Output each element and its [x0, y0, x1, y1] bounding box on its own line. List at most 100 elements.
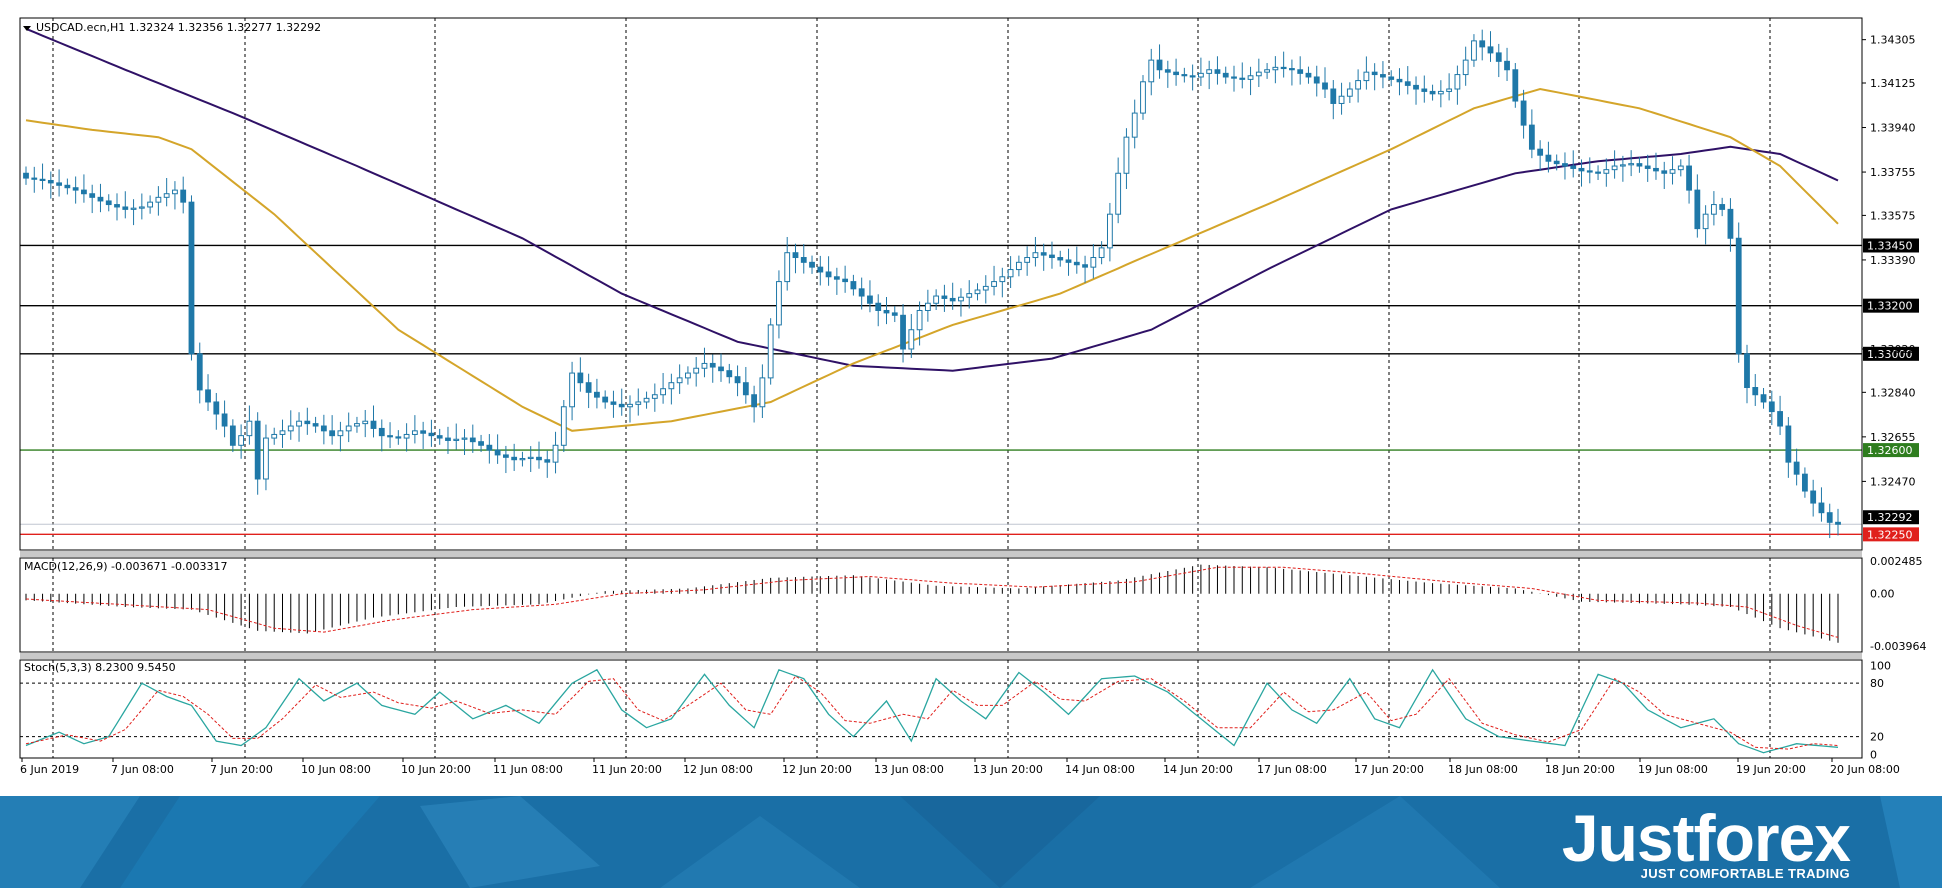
candle-body-up: [767, 324, 774, 379]
candle-body-down: [1313, 76, 1320, 84]
candle-body-up: [1115, 172, 1122, 215]
candle-body-down: [1562, 163, 1568, 167]
x-tick-label: 12 Jun 20:00: [782, 763, 852, 776]
candle-body-up: [660, 388, 666, 396]
candle-body-down: [1173, 71, 1179, 76]
candle-body-down: [1396, 78, 1403, 83]
candle-body-up: [552, 444, 559, 463]
candle-body-up: [155, 196, 162, 203]
moving-averages: [25, 27, 1839, 432]
candle-body-down: [1322, 82, 1328, 90]
candle-body-down: [378, 427, 385, 437]
candle-body-up: [403, 433, 410, 439]
candle-body-down: [1479, 40, 1486, 48]
candle-body-down: [486, 444, 493, 451]
candle-body-down: [941, 295, 948, 299]
candle-body-up: [1264, 69, 1270, 73]
y-tick-label: 1.32470: [1870, 475, 1916, 488]
candle-body-down: [1810, 490, 1817, 504]
macd-tick-label: 0.00: [1870, 588, 1895, 601]
candle-body-up: [1446, 88, 1453, 92]
candle-body-down: [900, 314, 906, 350]
candle-body-down: [726, 370, 733, 378]
horizontal-levels: 1.33450 1.33200 1.33000 1.32600 1.32250 1.322…: [20, 238, 1919, 542]
level-tag: [1863, 443, 1919, 458]
candle-body-up: [147, 201, 154, 208]
y-tick-label: 1.33940: [1870, 122, 1916, 135]
candle-body-down: [72, 187, 79, 191]
symbol-header: USDCAD.ecn,H1 1.32324 1.32356 1.32277 1.…: [36, 21, 321, 34]
candle-body-up: [1255, 71, 1262, 77]
moving-average-line: [25, 87, 1839, 432]
candle-body-down: [1231, 76, 1237, 79]
candle-body-down: [196, 353, 203, 391]
candle-body-down: [1305, 72, 1312, 78]
level-label: 1.33200: [1867, 300, 1913, 313]
candle-body-up: [296, 420, 302, 427]
candle-body-down: [1330, 88, 1337, 104]
chart-labels: USDCAD.ecn,H1 1.32324 1.32356 1.32277 1.…: [23, 21, 321, 674]
stoch-tick-label: 100: [1870, 659, 1891, 672]
candle-body-up: [635, 401, 642, 405]
candle-body-down: [1388, 76, 1395, 80]
candle-body-down: [1644, 165, 1651, 169]
candle-body-down: [229, 425, 236, 446]
candle-body-up: [651, 394, 658, 399]
candle-body-up: [130, 207, 137, 210]
candle-body-up: [560, 406, 567, 446]
candle-body-up: [1206, 69, 1213, 74]
candle-body-up: [138, 206, 145, 209]
candle-body-down: [122, 206, 129, 210]
candle-body-down: [891, 312, 898, 316]
candle-body-up: [627, 403, 633, 408]
candle-body-down: [39, 178, 46, 181]
candle-body-down: [544, 459, 551, 463]
candle-body-down: [180, 189, 187, 203]
candle-body-down: [1049, 254, 1055, 259]
candle-body-down: [1156, 59, 1163, 71]
candle-body-down: [1586, 170, 1593, 173]
y-tick-label: 1.34125: [1870, 77, 1916, 90]
candle-body-down: [1528, 124, 1535, 150]
macd-panel: [25, 564, 1839, 643]
candle-body-up: [966, 293, 973, 298]
level-label: 1.32250: [1867, 528, 1913, 541]
x-tick-label: 17 Jun 08:00: [1257, 763, 1327, 776]
y-tick-label: 1.32655: [1870, 431, 1916, 444]
candle-body-up: [1272, 66, 1279, 71]
candle-body-up: [279, 430, 286, 435]
x-tick-label: 7 Jun 20:00: [210, 763, 273, 776]
level-label: 1.33000: [1867, 348, 1913, 361]
candle-body-down: [205, 389, 211, 403]
candle-body-down: [833, 276, 840, 280]
candle-body-down: [1595, 171, 1601, 174]
x-tick-label: 10 Jun 08:00: [301, 763, 371, 776]
candle-body-up: [1123, 136, 1130, 174]
candle-body-up: [1032, 252, 1039, 259]
current-price-tag: [1863, 510, 1919, 525]
x-tick-label: 18 Jun 08:00: [1448, 763, 1518, 776]
main-panel-frame: [19, 17, 1863, 551]
stoch-k-line: [25, 668, 1839, 754]
candle-body-down: [1735, 237, 1742, 355]
axes: 1.34305 1.34125 1.33940 1.33755 1.33575 1.333…: [19, 17, 1926, 776]
candle-body-down: [1495, 52, 1502, 62]
candle-body-down: [1214, 69, 1221, 74]
candle-body-up: [1669, 169, 1676, 174]
candle-body-up: [685, 372, 691, 379]
candle-body-up: [759, 377, 766, 408]
candle-body-down: [395, 436, 402, 439]
candle-body-down: [1189, 75, 1196, 78]
candle-body-down: [1653, 167, 1659, 172]
candle-body-down: [304, 420, 311, 425]
candle-body-down: [734, 376, 741, 384]
candle-body-down: [809, 261, 815, 268]
macd-tick-label: -0.003964: [1870, 640, 1926, 653]
stoch-label: Stoch(5,3,3) 8.2300 9.5450: [24, 661, 176, 674]
candle-body-up: [1098, 247, 1105, 259]
candle-body-down: [114, 204, 120, 208]
candle-body-up: [982, 285, 989, 291]
price-chart: 1.33450 1.33200 1.33000 1.32600 1.32250 1.322…: [19, 17, 1926, 776]
candle-body-up: [784, 252, 791, 283]
candle-body-down: [221, 413, 228, 427]
